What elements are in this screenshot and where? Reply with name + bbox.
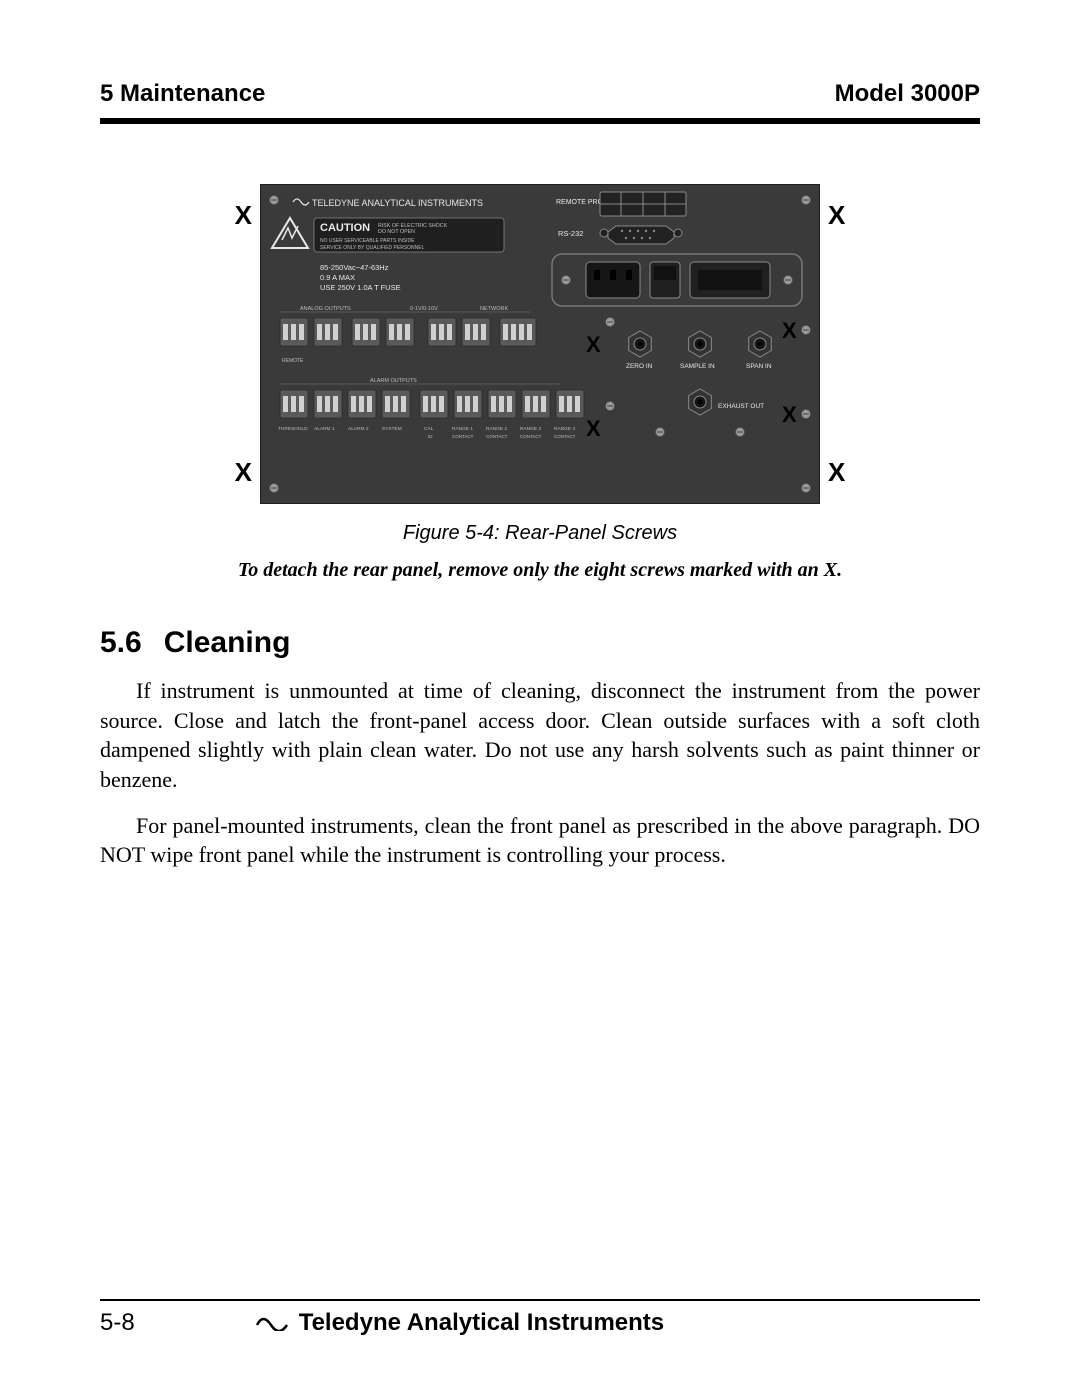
svg-text:CAUTION: CAUTION	[320, 222, 370, 234]
svg-text:RANGE 2: RANGE 2	[486, 426, 507, 432]
figure-caption: Figure 5-4: Rear-Panel Screws	[100, 522, 980, 545]
brand-line: TELEDYNE ANALYTICAL INSTRUMENTS	[293, 198, 483, 208]
svg-text:SERVICE ONLY BY QUALIFIED PERS: SERVICE ONLY BY QUALIFIED PERSONNEL	[320, 245, 425, 251]
header-model: Model 3000P	[835, 80, 980, 108]
svg-text:RANGE 4: RANGE 4	[554, 426, 575, 432]
x-mark: X	[828, 200, 845, 231]
body-paragraph: For panel-mounted instruments, clean the…	[100, 811, 980, 870]
section-title: Cleaning	[164, 626, 291, 659]
x-column-left: X X	[235, 194, 252, 494]
x-mark: X	[586, 332, 601, 357]
x-column-right: X X	[828, 194, 845, 494]
power-line: 85-250Vac~47-63Hz	[320, 263, 389, 272]
footer-rule	[100, 1299, 980, 1301]
svg-text:SYSTEM: SYSTEM	[382, 426, 402, 432]
svg-text:CONTACT: CONTACT	[452, 434, 474, 439]
svg-text:SAMPLE IN: SAMPLE IN	[680, 363, 715, 370]
footer-brand: Teledyne Analytical Instruments	[255, 1309, 664, 1337]
header-rule	[100, 118, 980, 124]
svg-text:THRESHOLD: THRESHOLD	[278, 426, 308, 432]
power-inlet	[552, 254, 802, 306]
power-line: 0.9 A MAX	[320, 273, 355, 282]
svg-text:CONTACT: CONTACT	[554, 434, 576, 439]
svg-text:RS-232: RS-232	[558, 229, 583, 238]
svg-text:DO NOT OPEN: DO NOT OPEN	[378, 229, 415, 235]
svg-text:TELEDYNE ANALYTICAL INSTRUMENT: TELEDYNE ANALYTICAL INSTRUMENTS	[312, 198, 483, 208]
svg-text:ANALOG OUTPUTS: ANALOG OUTPUTS	[300, 306, 351, 312]
svg-text:ALARM 2: ALARM 2	[348, 426, 369, 432]
brand-logo-icon	[255, 1315, 289, 1331]
svg-text:ZERO IN: ZERO IN	[626, 363, 653, 370]
svg-text:REMOTE: REMOTE	[282, 358, 304, 364]
svg-text:ALARM 1: ALARM 1	[314, 426, 335, 432]
x-mark: X	[586, 416, 601, 441]
x-mark: X	[782, 402, 797, 427]
svg-text:ALARM OUTPUTS: ALARM OUTPUTS	[370, 378, 417, 384]
paragraph-text: If instrument is unmounted at time of cl…	[100, 678, 980, 792]
page: 5 Maintenance Model 3000P X X	[0, 0, 1080, 1397]
body-paragraph: If instrument is unmounted at time of cl…	[100, 676, 980, 795]
paragraph-text: For panel-mounted instruments, clean the…	[100, 813, 980, 868]
footer-brand-text: Teledyne Analytical Instruments	[299, 1309, 664, 1337]
power-line: USE 250V 1.0A T FUSE	[320, 283, 401, 292]
page-number: 5-8	[100, 1309, 135, 1337]
section-number: 5.6	[100, 626, 142, 660]
figure-block: X X	[100, 184, 980, 582]
figure-note: To detach the rear panel, remove only th…	[100, 559, 980, 582]
page-footer: 5-8 Teledyne Analytical Instruments	[100, 1299, 980, 1337]
svg-text:RANGE 3: RANGE 3	[520, 426, 541, 432]
x-mark: X	[782, 318, 797, 343]
svg-text:SPAN IN: SPAN IN	[746, 363, 772, 370]
svg-text:CAL: CAL	[424, 426, 434, 432]
x-mark: X	[828, 457, 845, 488]
svg-text:ID: ID	[428, 434, 433, 439]
x-mark: X	[235, 200, 252, 231]
svg-text:CONTACT: CONTACT	[520, 434, 542, 439]
section-heading: 5.6 Cleaning	[100, 626, 980, 660]
svg-text:NETWORK: NETWORK	[480, 306, 508, 312]
rear-panel-diagram: TELEDYNE ANALYTICAL INSTRUMENTS CAUTION …	[260, 184, 820, 504]
svg-text:EXHAUST OUT: EXHAUST OUT	[718, 403, 764, 410]
svg-text:NO USER SERVICEABLE PARTS INSI: NO USER SERVICEABLE PARTS INSIDE	[320, 238, 415, 244]
svg-text:RANGE 1: RANGE 1	[452, 426, 473, 432]
figure-row: X X	[100, 184, 980, 504]
x-mark: X	[235, 457, 252, 488]
header-section-label: 5 Maintenance	[100, 80, 265, 108]
svg-text:CONTACT: CONTACT	[486, 434, 508, 439]
page-header: 5 Maintenance Model 3000P	[100, 80, 980, 108]
svg-text:0-1V/0-10V: 0-1V/0-10V	[410, 306, 438, 312]
